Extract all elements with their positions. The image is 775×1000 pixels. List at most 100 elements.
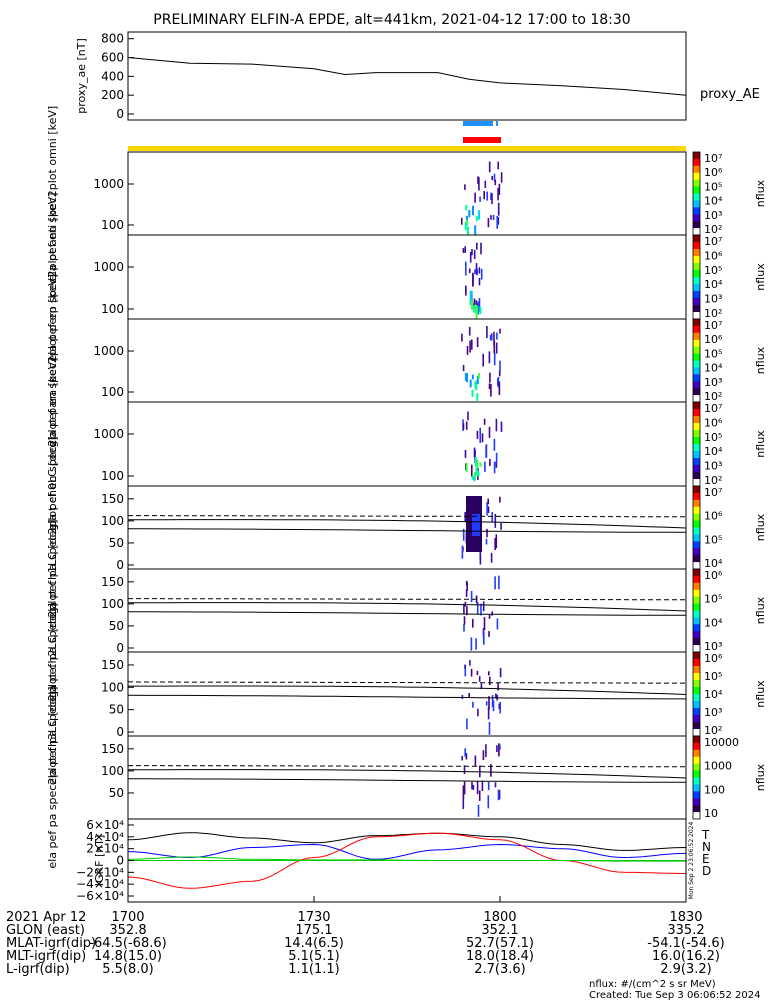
pa-curve-lower <box>127 694 686 700</box>
pa-curve-solid <box>128 519 687 529</box>
colorbar-segment <box>693 673 700 681</box>
spec-streak <box>464 664 466 669</box>
spec-streak <box>497 161 499 170</box>
time-axis: 1700 1730 1800 1830 <box>111 896 703 925</box>
ephem-value: 2.7(3.6) <box>474 962 526 977</box>
panel-frame <box>127 234 687 320</box>
ephem-row-label: GLON (east) <box>6 923 85 938</box>
colorbar-tick-label: 10⁵ <box>704 593 722 606</box>
colorbar-segment <box>693 263 700 271</box>
spec-streak <box>499 702 501 714</box>
spec-blob <box>474 381 477 388</box>
igrf-line-N <box>127 843 687 860</box>
panel-ylabel: IGRF [nT] <box>93 835 106 887</box>
ytick-label: 1000 <box>93 344 124 358</box>
spec-streak <box>463 616 466 625</box>
spec-streak <box>461 217 463 225</box>
ytick-label: 800 <box>101 32 124 46</box>
spec-blob <box>468 209 471 218</box>
spec-blob <box>472 205 474 216</box>
spec-streak <box>475 638 477 650</box>
spec-streak <box>464 184 466 190</box>
colorbar-segment <box>693 589 700 598</box>
spec-streak <box>474 755 477 766</box>
spec-streak <box>491 333 493 341</box>
colorbar-segment <box>693 805 700 813</box>
spec-blob <box>469 379 472 388</box>
spec-streak <box>476 337 479 348</box>
spec-streak <box>490 764 492 777</box>
colorbar-segment <box>693 617 700 625</box>
pa-curve-lower <box>128 528 686 533</box>
spec-streak <box>493 438 496 451</box>
panel-ylabel: ela pef pa spec2plot ch0LC [deg] <box>46 436 59 618</box>
panel-ylabel: proxy_ae [nT] <box>75 38 88 113</box>
panel-frame <box>127 401 687 487</box>
spec-streak <box>471 339 473 350</box>
panel-2: ela pef en spec2plot anti [keV] 10⁷10⁶10⁵… <box>46 193 767 362</box>
ytick-label: 0 <box>116 558 124 572</box>
colorbar-tick-label: 10⁴ <box>704 616 723 629</box>
ytick-label: 100 <box>101 469 124 483</box>
spec-streak <box>479 196 481 202</box>
spec-streak <box>476 781 479 795</box>
spec-streak <box>493 331 495 345</box>
spec-streak <box>496 618 499 630</box>
spec-blob <box>479 462 482 467</box>
spec-streak <box>482 630 485 645</box>
spec-streak <box>486 326 488 339</box>
spec-streak <box>474 449 476 463</box>
colorbar-segment <box>693 506 700 515</box>
colorbar-segment <box>693 624 700 632</box>
colorbar-tick-label: 10⁷ <box>704 319 722 332</box>
colorbar-segment <box>693 256 700 264</box>
spec-streak <box>498 789 501 800</box>
colorbar-tick-label: 10⁶ <box>704 510 723 523</box>
spec-streak <box>495 693 497 698</box>
colorbar-segment <box>693 812 700 820</box>
colorbar-tick-label: 10⁵ <box>704 180 722 193</box>
spec-streak <box>477 708 479 717</box>
panel-ylabel: ela pef pa spec2plot ch2LC [deg] <box>46 603 59 785</box>
ephem-row-label: MLAT-igrf(dip) <box>6 936 96 951</box>
ytick-label: 1000 <box>93 260 124 274</box>
spec-streak <box>470 668 473 677</box>
panel-frame <box>127 318 687 403</box>
colorbar-segment <box>693 548 700 556</box>
interval-bar-red <box>463 137 501 143</box>
spec-streak <box>488 351 491 364</box>
spec-streak <box>476 430 479 439</box>
spec-streak <box>494 782 497 788</box>
spec-streak <box>486 502 488 516</box>
colorbar-segment <box>693 492 700 501</box>
colorbar-tick-label: 10⁶ <box>704 569 723 582</box>
ytick-label: 200 <box>101 88 124 102</box>
colorbar-segment <box>693 325 700 334</box>
proxy-ae-legend: proxy_AE <box>700 87 760 102</box>
spec-streak <box>497 217 500 225</box>
ytick-label: 0 <box>116 725 124 739</box>
colorbar-segment <box>693 575 700 584</box>
spec-blob <box>473 476 476 482</box>
colorbar-segment <box>693 777 700 785</box>
spec-streak <box>471 464 473 477</box>
ytick-label: 100 <box>101 597 124 611</box>
spec-blob <box>471 389 474 397</box>
colorbar-segment <box>693 479 700 487</box>
spec-streak <box>496 215 498 229</box>
colorbar-tick-label: 10⁶ <box>704 249 723 262</box>
spec-streak <box>472 272 474 287</box>
spec-streak <box>489 458 491 466</box>
ephem-value: 2.9(3.2) <box>660 962 712 977</box>
spec-streak <box>497 378 499 386</box>
spec-streak <box>465 288 467 296</box>
colorbar-segment <box>693 534 700 542</box>
spec-streak <box>493 461 496 474</box>
colorbar-segment <box>693 569 700 577</box>
colorbar-segment <box>693 291 700 299</box>
spec-streak <box>490 553 493 563</box>
spec-streak <box>479 427 481 435</box>
colorbar-segment <box>693 749 700 758</box>
spec-streak <box>480 683 483 690</box>
colorbar-segment <box>693 472 700 480</box>
